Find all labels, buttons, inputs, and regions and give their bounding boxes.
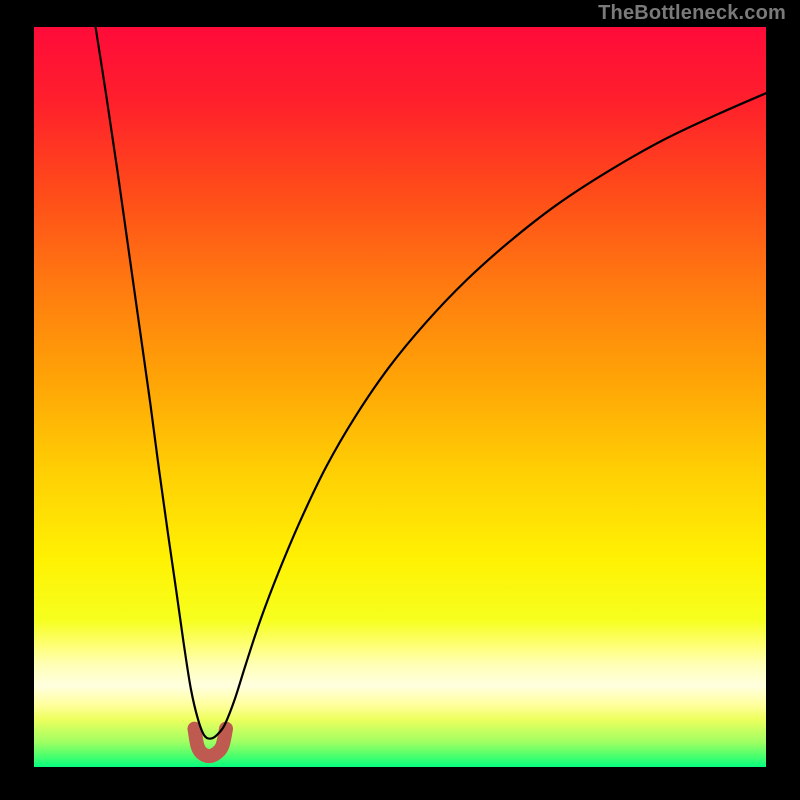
gradient-background xyxy=(33,26,767,768)
chart-container: TheBottleneck.com xyxy=(0,0,800,800)
bottleneck-chart xyxy=(0,0,800,800)
watermark-text: TheBottleneck.com xyxy=(598,2,786,25)
